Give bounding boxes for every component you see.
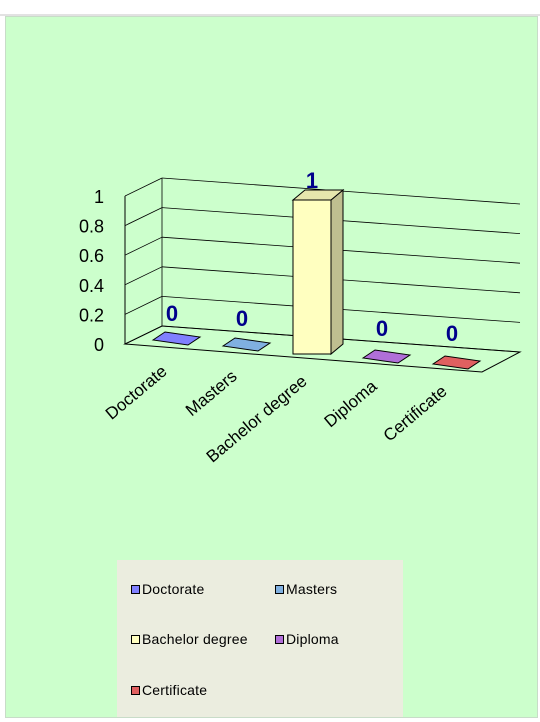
- bar-side: [330, 188, 344, 356]
- x-tick-label: Diploma: [321, 376, 381, 431]
- legend-item-certificate: Certificate: [131, 682, 207, 698]
- bar-diploma: [361, 349, 412, 364]
- bar-bachelor-degree: [292, 199, 332, 355]
- y-tick-label: 0.2: [79, 305, 104, 325]
- gridline-side: [124, 177, 163, 197]
- bar-certificate: [431, 355, 482, 370]
- y-tick-label: 0: [94, 335, 104, 355]
- top-divider: [0, 0, 540, 16]
- legend-swatch-diploma: [275, 634, 284, 644]
- legend-swatch-masters: [275, 584, 284, 594]
- legend-label-masters: Masters: [286, 581, 338, 597]
- gridline-side: [124, 296, 163, 315]
- legend-item-diploma: Diploma: [275, 631, 339, 647]
- chart-legend: Doctorate Masters Bachelor degree Diplom…: [117, 560, 403, 717]
- gridline-side: [124, 266, 163, 286]
- gridline-side: [124, 207, 163, 226]
- bar-masters: [221, 337, 272, 352]
- chart-floor: [123, 325, 522, 373]
- legend-swatch-doctorate: [131, 584, 140, 594]
- legend-item-masters: Masters: [275, 581, 337, 597]
- x-tick-label: Certificate: [380, 382, 451, 446]
- legend-swatch-bachelor: [131, 634, 140, 644]
- gridline-side: [124, 236, 163, 256]
- legend-swatch-certificate: [131, 685, 140, 695]
- y-tick-label: 0.8: [79, 217, 104, 237]
- data-label: 0: [446, 321, 458, 346]
- legend-label-certificate: Certificate: [142, 682, 208, 698]
- data-label: 1: [306, 168, 318, 193]
- bar-doctorate: [151, 331, 202, 346]
- y-tick-label: 0.4: [79, 276, 104, 296]
- x-tick-label: Masters: [182, 367, 241, 420]
- data-label: 0: [376, 316, 388, 341]
- bar-top: [291, 189, 345, 201]
- legend-label-diploma: Diploma: [286, 631, 339, 647]
- y-tick-label: 0.6: [79, 246, 104, 266]
- x-tick-label: Doctorate: [102, 362, 171, 424]
- data-label: 0: [236, 306, 248, 331]
- legend-label-doctorate: Doctorate: [142, 581, 205, 597]
- data-label: 0: [166, 301, 178, 326]
- legend-item-doctorate: Doctorate: [131, 581, 205, 597]
- legend-item-bachelor: Bachelor degree: [131, 631, 248, 647]
- legend-label-bachelor: Bachelor degree: [142, 631, 248, 647]
- y-tick-label: 1: [94, 187, 104, 207]
